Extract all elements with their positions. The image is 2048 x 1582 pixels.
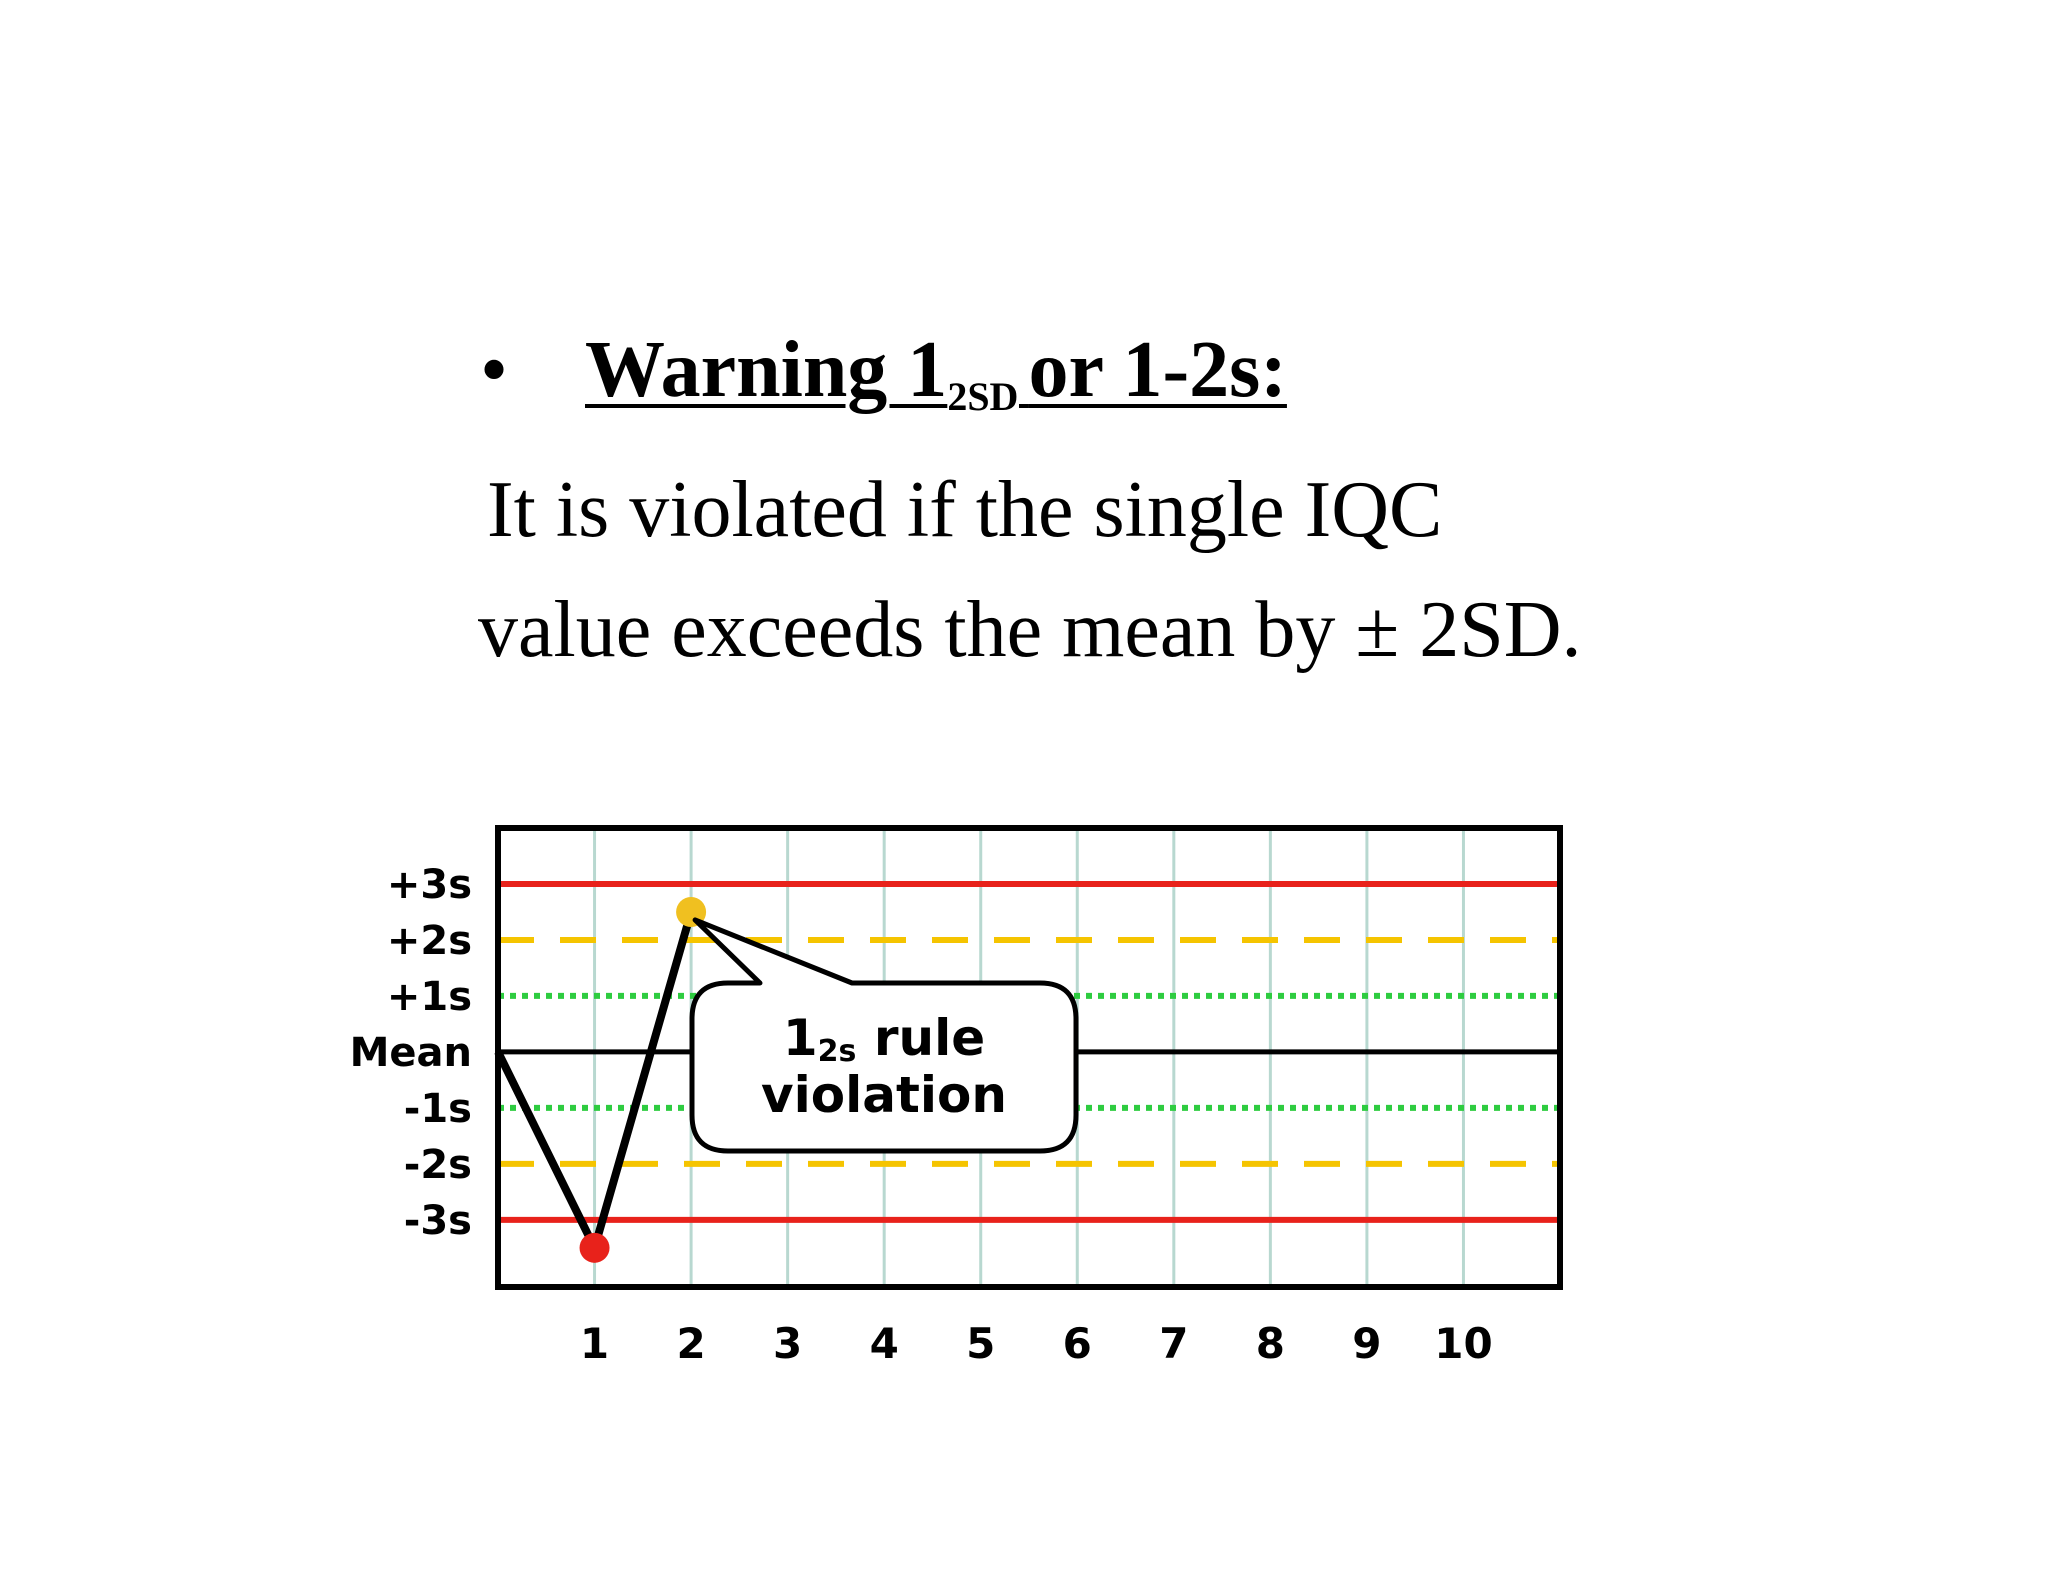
callout-bubble [689,917,1079,1154]
callout-line-2: violation [761,1066,1007,1124]
x-tick-label: 6 [1063,1319,1092,1368]
callout-sub: 2s [817,1034,857,1069]
callout-word: rule [856,1009,986,1067]
x-tick-label: 9 [1352,1319,1381,1368]
x-tick-label: 8 [1256,1319,1285,1368]
y-tick-label: +2s [387,918,472,964]
y-tick-label: Mean [350,1030,472,1076]
y-tick-label: -3s [404,1198,472,1244]
data-series [494,896,707,1263]
x-tick-label: 1 [580,1319,609,1368]
x-tick-label: 4 [870,1319,899,1368]
x-tick-label: 5 [966,1319,995,1368]
x-tick-labels: 1 2 3 4 5 6 7 8 9 10 [580,1319,1493,1368]
x-tick-label: 3 [773,1319,802,1368]
heading-row: • Warning 12SD or 1-2s: [480,330,1287,417]
data-point-1 [579,1232,610,1263]
heading-main: Warning 1 [585,326,948,414]
y-tick-label: +3s [387,862,472,908]
heading-tail: or 1-2s: [1028,326,1287,414]
body-line-1: It is violated if the single IQC [487,466,1443,554]
y-tick-label: -2s [404,1142,472,1188]
callout-shape [689,917,1079,1154]
y-tick-labels: +3s +2s +1s Mean -1s -2s -3s [350,862,472,1244]
x-tick-label: 2 [676,1319,705,1368]
y-tick-label: -1s [404,1086,472,1132]
bullet-marker: • [480,326,509,414]
callout-num: 1 [782,1009,818,1067]
violation-callout: 12s rule violation [692,983,1076,1151]
heading-subscript: 2SD [947,374,1029,419]
y-tick-label: +1s [387,974,472,1020]
slide-heading: Warning 12SD or 1-2s: [585,326,1287,417]
body-line-2: value exceeds the mean by ± 2SD. [478,586,1582,674]
x-tick-label: 7 [1159,1319,1188,1368]
callout-line-1: 12s rule [692,1009,1076,1069]
x-tick-label: 10 [1434,1319,1492,1368]
